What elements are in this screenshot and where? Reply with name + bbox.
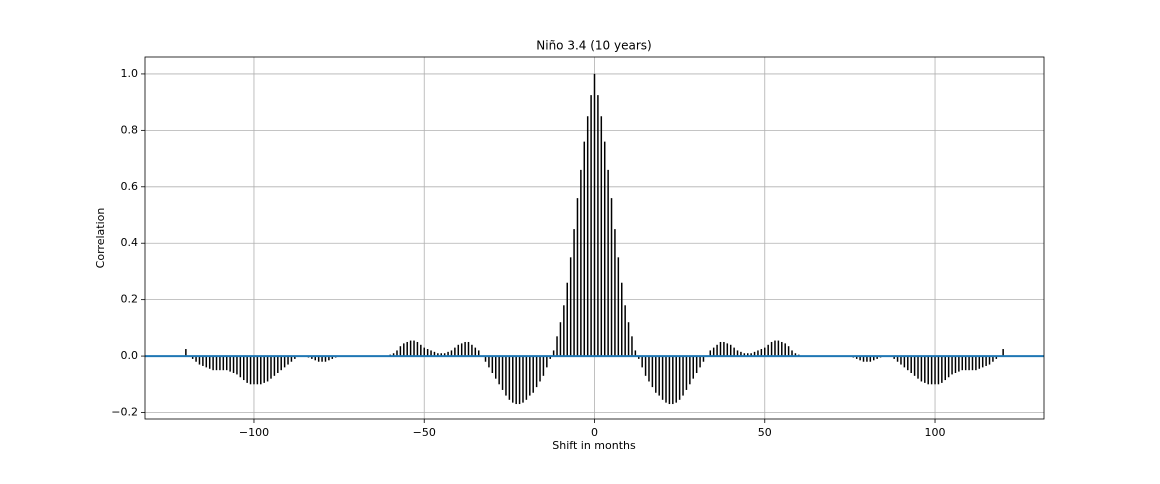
x-tick-label: −50 (413, 426, 436, 439)
chart-title: Niño 3.4 (10 years) (536, 39, 651, 53)
y-tick-label: 0.6 (121, 180, 139, 193)
x-tick-label: 50 (758, 426, 772, 439)
x-tick-label: 0 (591, 426, 598, 439)
x-tick-label: 100 (925, 426, 946, 439)
y-tick-label: 1.0 (121, 67, 139, 80)
plot-frame (144, 56, 1045, 420)
y-tick-label: 0.0 (121, 349, 139, 362)
x-axis-label: Shift in months (552, 439, 636, 452)
y-axis-label: Correlation (94, 208, 107, 269)
x-tick-label: −100 (239, 426, 269, 439)
y-tick-label: 0.2 (121, 293, 139, 306)
y-tick-label: 0.4 (121, 236, 139, 249)
y-tick-label: 0.8 (121, 123, 139, 136)
y-tick-label: −0.2 (111, 406, 138, 419)
